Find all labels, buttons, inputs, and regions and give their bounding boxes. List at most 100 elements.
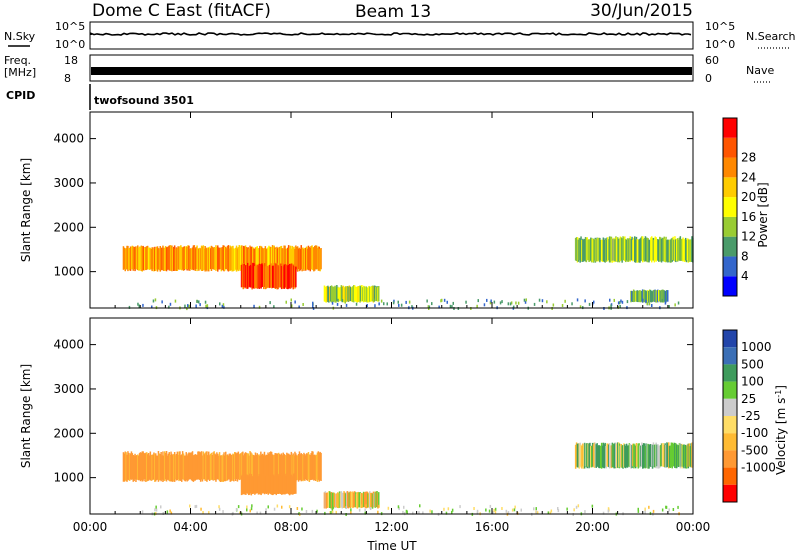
data-cell [588, 443, 590, 469]
data-cell [684, 237, 687, 261]
velocity-panel: 00:00 04:00 08:00 12:00 16:00 20:00 00:00 1000… [19, 317, 710, 553]
data-cell [271, 266, 273, 289]
data-cell [637, 509, 640, 513]
data-cell [667, 239, 669, 263]
data-cell [346, 286, 348, 302]
date-label: 30/Jun/2015 [590, 1, 693, 21]
data-cell [644, 445, 647, 469]
data-cell [664, 238, 666, 263]
data-cell [181, 246, 183, 271]
data-cell [164, 451, 166, 481]
data-cell [255, 246, 258, 271]
data-cell [267, 266, 269, 288]
data-cell [533, 507, 535, 511]
data-cell [276, 262, 278, 290]
data-cell [261, 246, 263, 272]
data-cell [255, 264, 257, 288]
x-tick-label: 20:00 [575, 520, 610, 534]
data-cell [329, 286, 331, 302]
data-cell [628, 238, 631, 261]
data-cell [170, 451, 172, 481]
data-cell [400, 303, 403, 307]
data-cell [591, 504, 594, 508]
data-cell [151, 247, 153, 272]
data-cell [289, 454, 292, 480]
data-cell [656, 290, 658, 303]
data-cell [637, 443, 639, 469]
data-cell [573, 508, 575, 512]
data-cell [276, 454, 278, 480]
data-cell [204, 452, 206, 481]
data-cell [636, 446, 639, 467]
data-cell [246, 505, 248, 509]
data-cell [341, 286, 343, 303]
data-cell [205, 247, 207, 271]
data-cell [293, 265, 295, 287]
data-cell [625, 446, 627, 469]
data-cell [258, 263, 261, 289]
data-cell [376, 491, 378, 508]
data-cell [186, 246, 188, 271]
data-cell [331, 492, 334, 508]
data-cell [161, 247, 163, 271]
data-cell [261, 453, 264, 481]
data-cell [272, 265, 275, 288]
data-cell [490, 299, 492, 303]
data-cell [219, 247, 222, 269]
data-cell [216, 452, 218, 480]
data-cell [350, 287, 352, 302]
data-cell [604, 442, 606, 468]
data-cell [593, 300, 595, 304]
data-cell [669, 239, 672, 263]
data-cell [370, 492, 372, 508]
data-cell [358, 286, 360, 302]
data-cell [287, 453, 290, 481]
data-cell [183, 246, 186, 271]
data-cell [369, 491, 371, 509]
data-cell [278, 454, 281, 481]
data-cell [291, 455, 293, 480]
y-tick-label: 2000 [53, 220, 84, 234]
data-cell [244, 476, 246, 495]
data-cell [631, 236, 633, 261]
data-cell [431, 510, 433, 514]
data-cell [246, 265, 248, 289]
data-cell [309, 455, 311, 481]
data-cell [659, 236, 661, 262]
data-cell [370, 287, 372, 302]
data-cell [263, 474, 265, 494]
data-cell [684, 444, 687, 469]
data-cell [608, 239, 610, 261]
data-cell [336, 302, 339, 306]
data-cell [262, 455, 265, 482]
data-cell [347, 286, 350, 302]
data-cell [509, 302, 512, 306]
power-y-axis-label: Slant Range [km] [19, 158, 33, 262]
power-heatmap [122, 236, 694, 311]
data-cell [668, 239, 671, 262]
colorbar-tick-label: 16 [741, 210, 756, 224]
data-cell [359, 285, 361, 303]
data-cell [164, 246, 167, 271]
data-cell [676, 444, 679, 467]
data-cell [198, 248, 200, 271]
data-cell [397, 505, 400, 509]
data-cell [244, 245, 247, 271]
data-cell [312, 247, 314, 271]
data-cell [224, 455, 226, 482]
data-cell [600, 445, 602, 468]
data-cell [302, 455, 304, 482]
data-cell [366, 287, 368, 303]
data-cell [180, 455, 182, 481]
data-cell [515, 301, 517, 305]
data-cell [574, 444, 577, 469]
data-cell [125, 452, 127, 482]
data-cell [624, 444, 626, 468]
data-cell [147, 247, 150, 270]
data-cell [335, 510, 337, 514]
data-cell [206, 304, 209, 308]
data-cell [243, 455, 245, 480]
data-cell [313, 247, 315, 272]
data-cell [292, 453, 294, 480]
data-cell [205, 451, 207, 481]
